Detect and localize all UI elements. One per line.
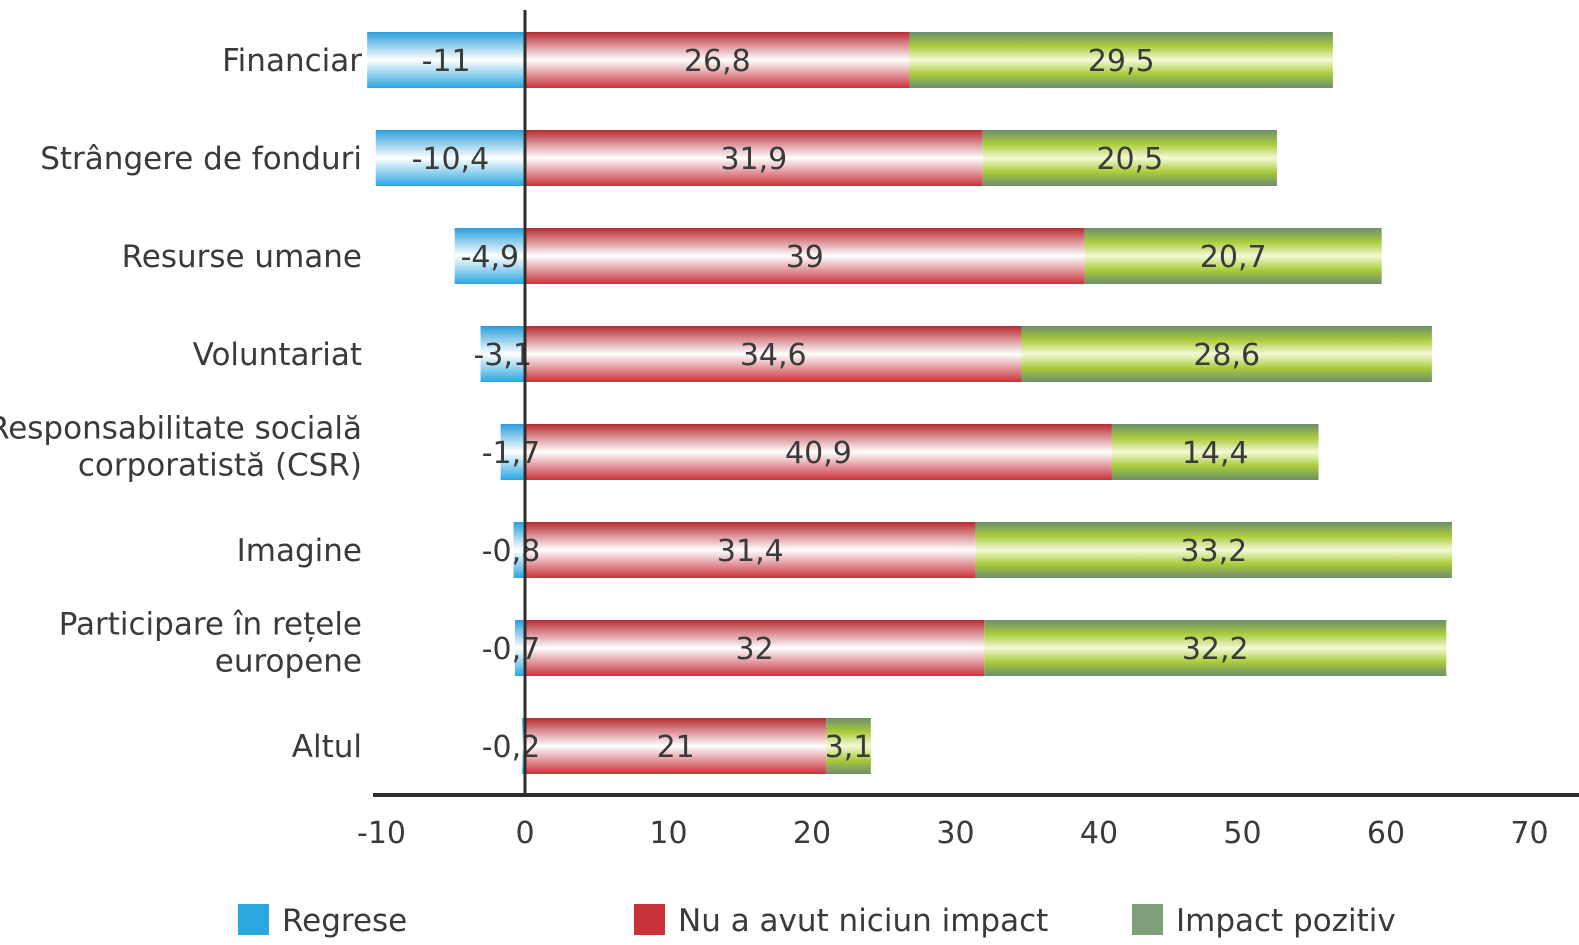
legend-swatch <box>634 904 665 935</box>
data-label: 21 <box>657 730 695 765</box>
bar-regrese <box>480 326 525 382</box>
data-label: 33,2 <box>1180 534 1247 569</box>
bars-layer <box>367 32 1453 774</box>
data-label: -11 <box>422 44 471 79</box>
category-label: Financiar <box>222 43 362 79</box>
bar-regrese <box>375 130 525 186</box>
category-label: corporatistă (CSR) <box>78 448 362 484</box>
bar-impact-pozitiv <box>909 32 1333 88</box>
data-label: 3,1 <box>825 730 873 765</box>
data-label: 39 <box>786 240 824 275</box>
bar-impact-pozitiv <box>975 522 1453 578</box>
axes-layer: -10 0 10 20 30 40 50 60 70 <box>357 10 1579 851</box>
category-label: Voluntariat <box>193 337 362 373</box>
category-label: Resurse umane <box>122 239 362 275</box>
data-label: -4,9 <box>461 240 520 275</box>
category-label: Strângere de fonduri <box>40 141 362 177</box>
x-tick-label: 10 <box>649 816 687 851</box>
x-tick-label: 20 <box>793 816 831 851</box>
bar-nu-a-avut-niciun-impact <box>525 228 1085 284</box>
bar-regrese <box>500 424 525 480</box>
data-label: 29,5 <box>1088 44 1155 79</box>
category-label: Participare în rețele <box>59 607 362 643</box>
bar-impact-pozitiv <box>984 620 1447 676</box>
bar-impact-pozitiv <box>1021 326 1432 382</box>
bar-impact-pozitiv <box>1111 424 1319 480</box>
data-label: 31,4 <box>717 534 784 569</box>
bar-nu-a-avut-niciun-impact <box>525 620 985 676</box>
x-tick-label: -10 <box>357 816 406 851</box>
bar-nu-a-avut-niciun-impact <box>525 424 1112 480</box>
data-label: -10,4 <box>412 142 490 177</box>
x-tick-label: 40 <box>1080 816 1118 851</box>
data-label: 26,8 <box>684 44 751 79</box>
data-label: 20,5 <box>1096 142 1163 177</box>
bar-impact-pozitiv <box>826 718 871 774</box>
bar-nu-a-avut-niciun-impact <box>525 718 827 774</box>
x-tick-label: 30 <box>936 816 974 851</box>
category-label: europene <box>215 644 362 680</box>
data-label: 20,7 <box>1200 240 1267 275</box>
bar-impact-pozitiv <box>1084 228 1382 284</box>
data-label: -0,8 <box>482 534 541 569</box>
bar-nu-a-avut-niciun-impact <box>525 32 910 88</box>
x-tick-label: 50 <box>1223 816 1261 851</box>
x-tick-label: 70 <box>1510 816 1548 851</box>
data-label: -1,7 <box>482 436 541 471</box>
bar-regrese <box>367 32 525 88</box>
data-label: -0,2 <box>482 730 541 765</box>
bar-nu-a-avut-niciun-impact <box>525 130 983 186</box>
x-tick-label: 60 <box>1367 816 1405 851</box>
legend-swatch <box>238 904 269 935</box>
data-label: 31,9 <box>720 142 787 177</box>
data-label: 28,6 <box>1193 338 1260 373</box>
bar-regrese <box>514 620 525 676</box>
data-label: -3,1 <box>473 338 532 373</box>
bar-nu-a-avut-niciun-impact <box>525 326 1022 382</box>
bar-regrese <box>513 522 525 578</box>
data-label: 32 <box>736 632 774 667</box>
legend: Regrese Nu a avut niciun impact Impact poz… <box>238 903 1396 939</box>
legend-swatch <box>1132 904 1163 935</box>
category-label: Responsabilitate socială <box>0 411 362 447</box>
data-label: 14,4 <box>1182 436 1249 471</box>
data-label: 34,6 <box>740 338 807 373</box>
category-label: Imagine <box>237 533 362 569</box>
labels-layer: 26,8 29,5 -11 Financiar 31,9 20,5 -10,4 Strânge… <box>0 43 1267 765</box>
legend-label: Regrese <box>282 903 407 939</box>
data-label: 40,9 <box>785 436 852 471</box>
bar-nu-a-avut-niciun-impact <box>525 522 976 578</box>
x-tick-label: 0 <box>515 816 534 851</box>
data-label: 32,2 <box>1182 632 1249 667</box>
legend-label: Nu a avut niciun impact <box>678 903 1048 939</box>
bar-impact-pozitiv <box>982 130 1277 186</box>
legend-label: Impact pozitiv <box>1176 903 1396 939</box>
category-label: Altul <box>292 729 362 765</box>
bar-regrese <box>454 228 525 284</box>
data-label: -0,7 <box>482 632 541 667</box>
